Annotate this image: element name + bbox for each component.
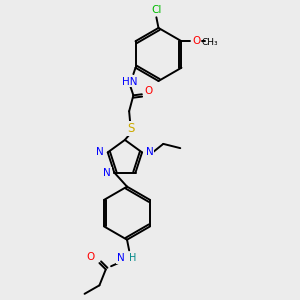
Text: CH₃: CH₃ [202, 38, 218, 47]
Text: N: N [117, 253, 124, 263]
Text: O: O [192, 36, 200, 46]
Text: S: S [128, 122, 135, 135]
Text: O: O [144, 86, 152, 96]
Text: N: N [146, 147, 153, 158]
Text: N: N [96, 147, 104, 158]
Text: H: H [129, 253, 136, 263]
Text: Cl: Cl [151, 5, 162, 15]
Text: HN: HN [122, 76, 138, 86]
Text: N: N [103, 168, 111, 178]
Text: O: O [87, 252, 95, 262]
